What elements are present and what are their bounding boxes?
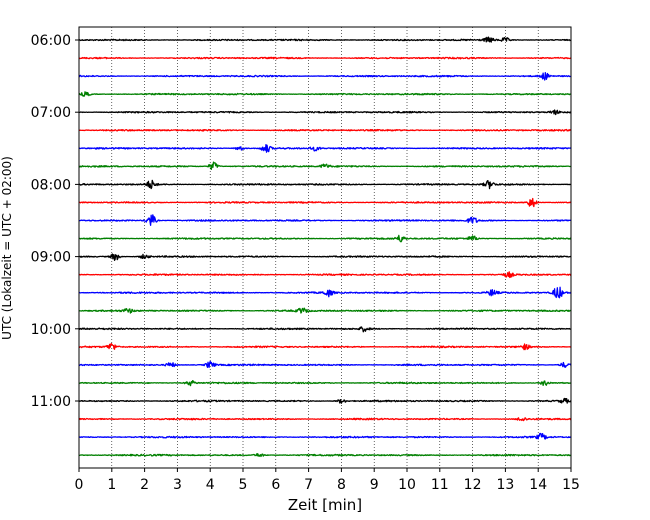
- y-tick-label: 09:00: [31, 250, 71, 266]
- trace-line: [78, 109, 572, 116]
- x-tick-label: 12: [464, 477, 482, 493]
- x-tick-label: 1: [107, 477, 116, 493]
- trace-line: [78, 253, 572, 261]
- x-tick-label: 10: [398, 477, 416, 493]
- trace-line: [78, 36, 572, 43]
- x-tick-label: 4: [206, 477, 215, 493]
- y-tick-label: 10:00: [31, 322, 71, 338]
- trace-line: [78, 379, 572, 387]
- trace-line: [78, 71, 572, 81]
- plot-background: [79, 27, 571, 468]
- x-tick-label: 9: [370, 477, 379, 493]
- seismic-traces: [78, 36, 572, 458]
- y-axis-ticks: 06:00 07:00 08:00 09:00 10:00 11:00: [31, 33, 79, 410]
- x-axis-label: Zeit [min]: [288, 496, 362, 514]
- y-tick-label: 08:00: [31, 177, 71, 193]
- trace-line: [78, 397, 572, 404]
- trace-line: [78, 432, 572, 440]
- trace-line: [78, 91, 572, 97]
- x-axis-ticks: 0 1 2 3 4 5 6 7 8 9 10 11 12 13 14 15: [75, 468, 580, 493]
- x-tick-label: 0: [75, 477, 84, 493]
- trace-line: [78, 56, 572, 60]
- x-tick-label: 7: [304, 477, 313, 493]
- trace-line: [78, 326, 572, 333]
- trace-line: [78, 453, 572, 458]
- x-tick-label: 13: [496, 477, 514, 493]
- y-axis-label: UTC (Lokalzeit = UTC + 02:00): [0, 156, 14, 340]
- trace-line: [78, 197, 572, 208]
- trace-line: [78, 417, 572, 422]
- trace-line: [78, 360, 572, 368]
- plot-frame: [78, 26, 572, 469]
- y-tick-label: 07:00: [31, 105, 71, 121]
- x-tick-label: 15: [562, 477, 580, 493]
- x-tick-label: 14: [529, 477, 547, 493]
- trace-line: [78, 286, 572, 299]
- trace-line: [78, 234, 572, 243]
- trace-line: [78, 161, 572, 171]
- trace-line: [78, 342, 572, 351]
- x-tick-label: 11: [431, 477, 449, 493]
- x-tick-label: 3: [173, 477, 182, 493]
- x-tick-label: 5: [239, 477, 248, 493]
- x-tick-label: 6: [271, 477, 280, 493]
- trace-line: [78, 271, 572, 279]
- x-tick-label: 2: [140, 477, 149, 493]
- y-tick-label: 11:00: [31, 394, 71, 410]
- x-tick-label: 8: [337, 477, 346, 493]
- trace-line: [78, 307, 572, 314]
- trace-line: [78, 143, 572, 153]
- y-tick-label: 06:00: [31, 33, 71, 49]
- trace-line: [78, 179, 572, 190]
- trace-line: [78, 214, 572, 226]
- trace-line: [78, 128, 572, 132]
